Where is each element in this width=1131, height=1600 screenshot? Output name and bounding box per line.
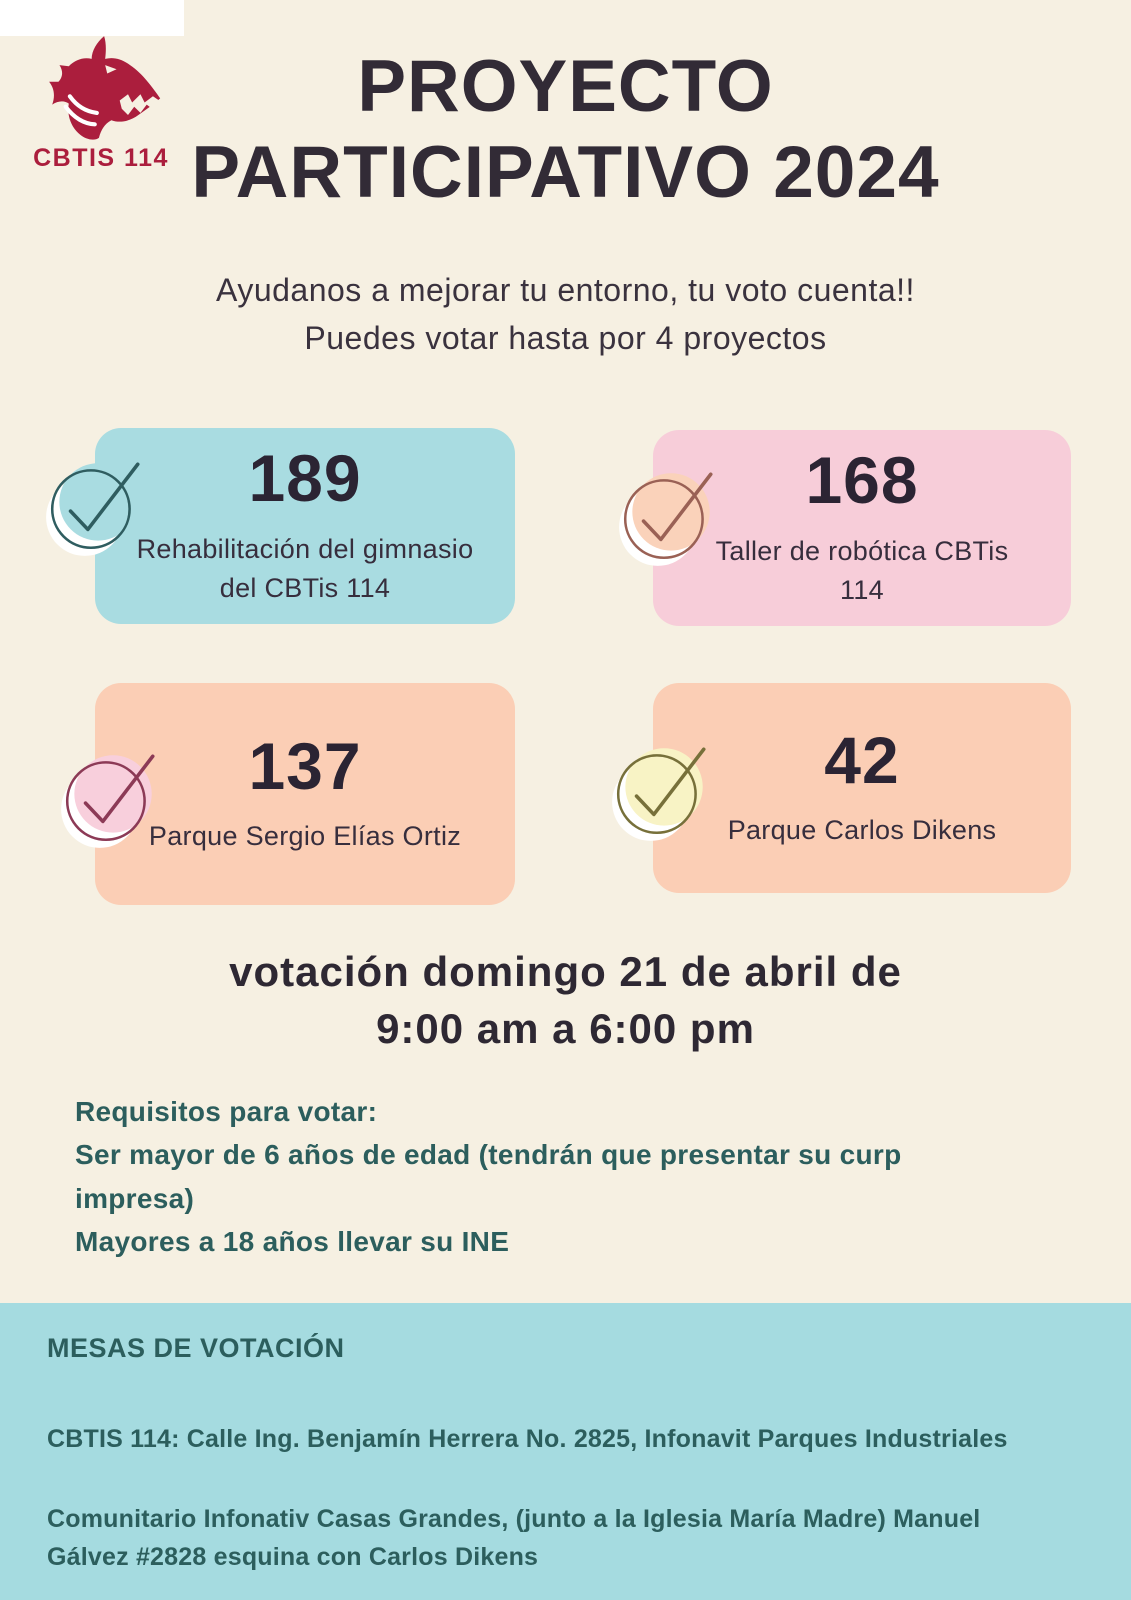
project-card-robotica: 168 Taller de robótica CBTis 114 [653,430,1071,626]
intro-line-1: Ayudanos a mejorar tu entorno, tu voto c… [216,272,915,308]
location-item: CBTIS 114: Calle Ing. Benjamín Herrera N… [47,1425,1008,1453]
checkmark-icon [619,472,713,566]
voting-locations-section: MESAS DE VOTACIÓN CBTIS 114: Calle Ing. … [0,1303,1131,1600]
wolf-icon [49,36,161,140]
page-title: PROYECTO PARTICIPATIVO 2024 [0,44,1131,216]
logo-text: CBTIS 114 [33,144,169,172]
intro-text: Ayudanos a mejorar tu entorno, tu voto c… [0,266,1131,362]
footer-title: MESAS DE VOTACIÓN [47,1333,345,1363]
voting-requirements: Requisitos para votar: Ser mayor de 6 añ… [75,1090,955,1264]
vote-count: 42 [824,722,900,797]
vote-count: 189 [248,441,362,516]
vote-count: 168 [805,443,919,518]
project-card-parque-dikens: 42 Parque Carlos Dikens [653,683,1071,893]
vote-count: 137 [248,728,362,803]
title-line-1: PROYECTO [357,46,774,127]
project-card-parque-sergio: 137 Parque Sergio Elías Ortiz [95,683,515,905]
project-name: Parque Sergio Elías Ortiz [148,821,462,852]
title-line-2: PARTICIPATIVO 2024 [191,132,940,214]
requirement-item: Ser mayor de 6 años de edad (tendrán que… [75,1139,902,1214]
checkmark-icon [46,462,140,556]
checkmark-icon [61,754,155,848]
schedule-line-1: votación domingo 21 de abril de [229,948,902,995]
school-logo: CBTIS 114 [22,34,180,173]
location-item: Comunitario Infonativ Casas Grandes, (ju… [47,1505,981,1571]
checkmark-icon [612,747,706,841]
project-name: Taller de robótica CBTis 114 [715,535,1009,605]
requirement-item: Mayores a 18 años llevar su INE [75,1226,510,1258]
project-card-gimnasio: 189 Rehabilitación del gimnasio del CBTi… [95,428,515,624]
logo-panel [0,0,184,36]
voting-schedule: votación domingo 21 de abril de 9:00 am … [0,944,1131,1057]
project-name: Parque Carlos Dikens [727,815,997,846]
intro-line-2: Puedes votar hasta por 4 proyectos [304,320,827,356]
requirements-title: Requisitos para votar: [75,1096,378,1127]
project-name: Rehabilitación del gimnasio del CBTis 11… [136,533,474,603]
schedule-line-2: 9:00 am a 6:00 pm [376,1004,755,1052]
